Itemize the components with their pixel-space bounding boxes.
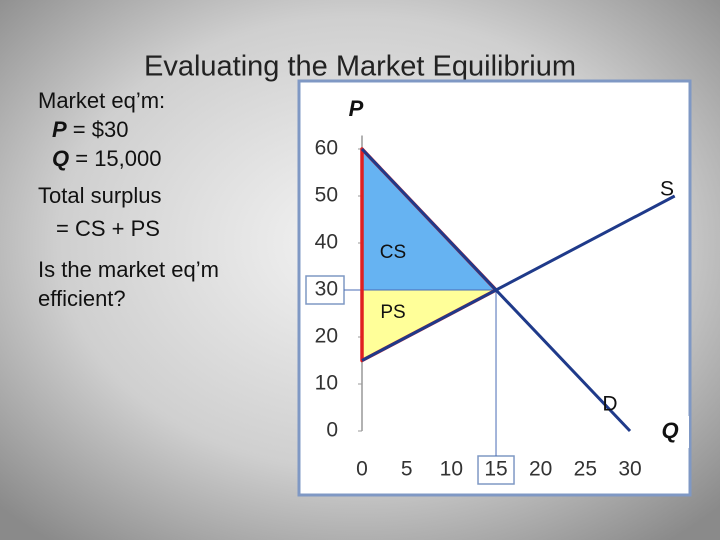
y-axis-label: P: [349, 96, 364, 121]
y-tick-label: 20: [315, 325, 338, 348]
y-tick-label: 60: [315, 137, 338, 160]
curve: [360, 147, 632, 433]
x-tick-label: 20: [529, 458, 552, 481]
text: = $30: [67, 117, 129, 142]
x-tick-label: 25: [574, 458, 597, 481]
y-tick-label: 50: [315, 184, 338, 207]
x-axis-label: Q: [661, 418, 678, 443]
annotation: CS: [380, 242, 406, 263]
slide-title: Evaluating the Market Equilibrium: [144, 51, 576, 83]
x-label-bg: [655, 416, 689, 448]
x-tick-label: 10: [440, 458, 463, 481]
series-label: S: [660, 178, 674, 201]
text-line: = CS + PS: [56, 216, 160, 241]
symbol: P: [52, 117, 67, 142]
text-line: Q = 15,000: [52, 146, 162, 171]
y-tick-label: 40: [315, 231, 338, 254]
text: = 15,000: [69, 146, 161, 171]
annotation: PS: [380, 302, 405, 323]
curve: [361, 194, 676, 362]
text-line: Total surplus: [38, 183, 162, 208]
y-tick-label: 10: [315, 372, 338, 395]
question: Is the market eq’m efficient?: [38, 257, 219, 311]
text-line: P = $30: [52, 117, 128, 142]
series-label: D: [602, 393, 617, 416]
plot: 0 10 20 30 40 50 60 0 5 10 15 20 25 30 S D CS PS P Q: [305, 96, 689, 485]
x-tick-label: 15: [484, 458, 507, 481]
text-line: Market eq’m:: [38, 88, 165, 113]
y-tick-label: 0: [326, 419, 338, 442]
x-tick-label: 30: [618, 458, 641, 481]
x-tick-label: 5: [401, 458, 413, 481]
symbol: Q: [52, 146, 69, 171]
question-box: Is the market eq’m efficient?: [38, 257, 219, 311]
y-tick-label: 30: [315, 278, 338, 301]
x-tick-label: 0: [356, 458, 368, 481]
